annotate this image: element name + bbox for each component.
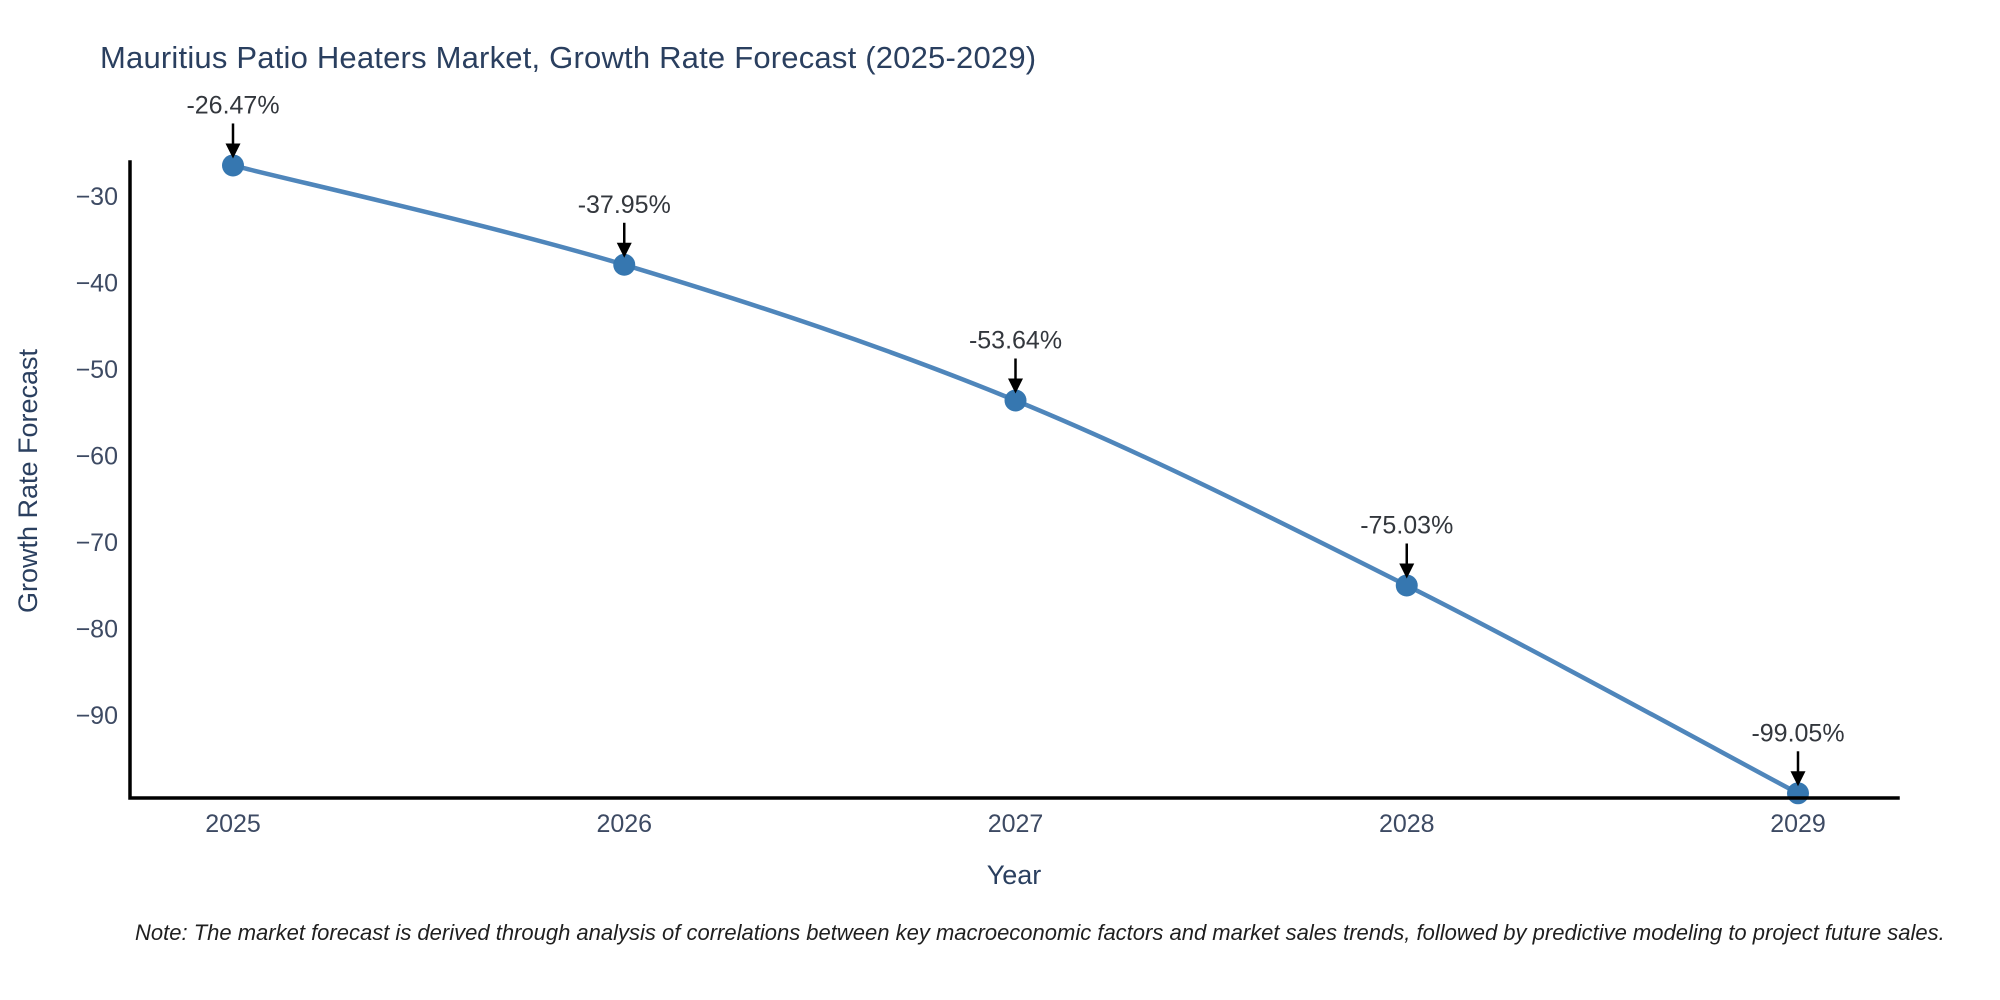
forecast-line: [230, 163, 1801, 796]
y-tick-label: −90: [76, 702, 118, 730]
y-tick-label: −70: [76, 529, 118, 557]
axis-lines: [128, 160, 1900, 800]
x-tick-label: 2027: [988, 810, 1044, 838]
data-point-annotation: -75.03%: [1360, 512, 1453, 540]
x-tick-label: 2028: [1379, 810, 1435, 838]
data-point-marker: [1004, 389, 1027, 412]
x-tick-label: 2029: [1770, 810, 1826, 838]
x-tick-label: 2025: [205, 810, 261, 838]
y-tick-label: −50: [76, 356, 118, 384]
annotation-arrowhead: [1008, 378, 1023, 394]
data-point-annotation: -37.95%: [578, 191, 671, 219]
annotation-arrowhead: [1399, 563, 1415, 579]
x-tick-label: 2026: [596, 810, 652, 838]
data-point-annotation: -26.47%: [186, 91, 279, 119]
data-point-annotation: -99.05%: [1751, 719, 1844, 747]
y-tick-label: −40: [76, 270, 118, 298]
annotation-arrowhead: [225, 143, 241, 159]
y-tick-label: −30: [76, 183, 118, 211]
data-point-marker: [613, 253, 636, 276]
data-point-annotation: -53.64%: [969, 326, 1062, 354]
x-axis-title: Year: [986, 860, 1042, 890]
y-tick-label: −60: [76, 443, 118, 471]
annotation-arrowhead: [616, 242, 632, 258]
footnote: Note: The market forecast is derived thr…: [135, 920, 1945, 945]
y-tick-label: −80: [76, 616, 118, 644]
data-point-marker: [222, 154, 244, 177]
annotation-arrowhead: [1790, 771, 1806, 787]
chart-title: Mauritius Patio Heaters Market, Growth R…: [100, 40, 1037, 75]
data-point-marker: [1395, 574, 1418, 597]
